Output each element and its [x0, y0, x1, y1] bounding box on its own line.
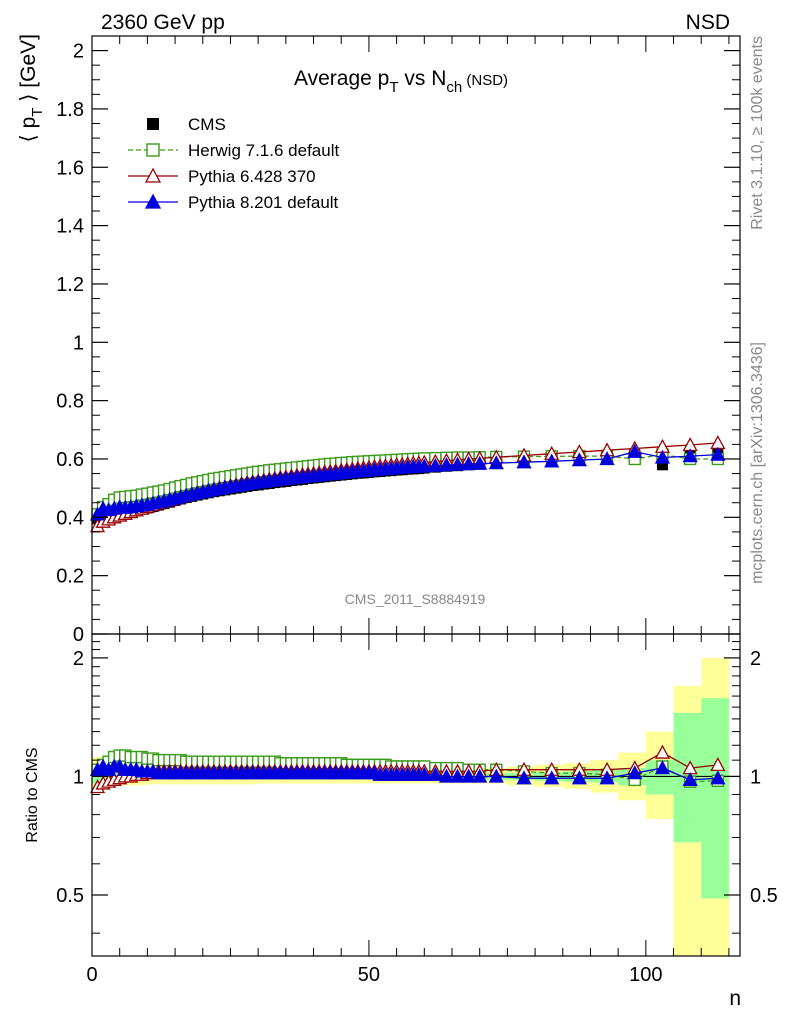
legend-label-cms: CMS: [188, 115, 226, 134]
ratio-pythia-8-201-default-point: [449, 768, 466, 783]
main-y-tick-label: 0.8: [56, 391, 84, 413]
main-y-tick-label: 1: [73, 332, 84, 354]
uncertainty-band-inner: [701, 698, 729, 899]
ratio-pythia-8-201-default-point: [516, 770, 532, 785]
ratio-x-axis: 0 50 100: [86, 634, 730, 986]
main-y-tick-label: 0.2: [56, 566, 84, 588]
ratio-plot-frame: [91, 633, 741, 957]
ratio-pythia-8-201-default-point: [571, 770, 587, 785]
process-label: NSD: [686, 11, 730, 34]
ratio-y-axis: 0.5 0.5 1 1 2 2: [56, 641, 778, 934]
ratio-pythia-8-201-default-point: [461, 768, 477, 783]
ratio-y-tick-label-right: 2: [750, 648, 761, 670]
mcplots-reference-note: mcplots.cern.ch [arXiv:1306.3436]: [749, 342, 766, 584]
ratio-pythia-8-201-default-point: [488, 768, 504, 783]
main-y-tick-label: 1.8: [56, 99, 84, 121]
ratio-pythia-6-428-370-point: [654, 744, 671, 759]
main-pythia-6-428-370-point: [710, 435, 726, 450]
plot-title: Average pT vs Nch (NSD): [294, 67, 508, 96]
y-axis-label: ⟨ pT ⟩ [GeV]: [17, 34, 46, 142]
legend-marker-pythia-8-201-default: [144, 193, 162, 209]
legend: CMS Herwig 7.1.6 default Pythia 6.428 370 P…: [128, 115, 339, 212]
main-pythia-8-201-default-point: [627, 443, 643, 458]
main-pythia-8-201-default-point: [438, 457, 455, 472]
x-tick-label: 0: [86, 964, 97, 986]
ratio-pythia-8-201-default-point: [710, 770, 726, 785]
legend-marker-pythia-6-428-370: [144, 167, 162, 183]
ratio-y-tick-label: 2: [73, 648, 84, 670]
x-axis-label: n: [729, 987, 741, 1010]
main-x-axis: [91, 36, 730, 634]
ratio-pythia-8-201-default-point: [599, 770, 615, 785]
main-pythia-8-201-default-point: [416, 458, 432, 473]
ratio-y-tick-label: 1: [73, 766, 84, 788]
analysis-id: CMS_2011_S8884919: [345, 591, 486, 607]
ratio-plot-marks: [89, 744, 726, 794]
ratio-y-tick-label-right: 0.5: [750, 885, 778, 907]
ratio-pythia-8-201-default-point: [416, 766, 432, 781]
energy-label: 2360 GeV pp: [101, 11, 225, 34]
main-pythia-8-201-default-point: [472, 455, 488, 470]
main-pythia-8-201-default-point: [449, 456, 466, 471]
ratio-y-tick-label: 0.5: [56, 885, 84, 907]
legend-marker-herwig-7-1-6-default: [146, 143, 160, 157]
ratio-pythia-8-201-default-point: [654, 760, 671, 775]
main-y-tick-label: 2: [73, 41, 84, 63]
x-tick-label: 100: [629, 964, 662, 986]
main-pythia-8-201-default-point: [599, 451, 615, 466]
ratio-plot-panel: 0.5 0.5 1 1 2 2 0 50 100 Ratio to CMS n: [24, 633, 778, 1010]
main-pythia-8-201-default-point: [544, 453, 560, 468]
uncertainty-bands: [92, 657, 729, 956]
main-y-tick-label: 0: [73, 624, 84, 646]
main-y-tick-label: 1.4: [56, 216, 84, 238]
main-y-tick-label: 0.6: [56, 449, 84, 471]
main-y-tick-label: 1.2: [56, 274, 84, 296]
main-plot-marks: [89, 435, 726, 533]
main-pythia-8-201-default-point: [654, 449, 671, 464]
main-pythia-8-201-default-point: [488, 455, 504, 470]
ratio-pythia-8-201-default-point: [682, 772, 698, 787]
main-y-axis: 0 0.2 0.4 0.6 0.8 1 1.2 1.4 1.6 1.8 2: [56, 41, 740, 646]
main-pythia-8-201-default-point: [710, 446, 726, 461]
ratio-pythia-8-201-default-point: [472, 768, 488, 783]
ratio-y-axis-label: Ratio to CMS: [24, 747, 41, 842]
main-y-tick-label: 0.4: [56, 507, 84, 529]
legend-label-pythia-6-428-370: Pythia 6.428 370: [188, 167, 316, 186]
legend-label-pythia-8-201-default: Pythia 8.201 default: [188, 193, 339, 212]
legend-label-herwig-7-1-6-default: Herwig 7.1.6 default: [188, 141, 339, 160]
ratio-y-tick-label-right: 1: [750, 766, 761, 788]
main-pythia-8-201-default-point: [427, 457, 443, 472]
main-cms-point: [656, 459, 668, 471]
main-y-tick-label: 1.6: [56, 157, 84, 179]
main-plot-panel: 0 0.2 0.4 0.6 0.8 1 1.2 1.4 1.6 1.8 2 Average pT v…: [17, 34, 741, 646]
main-pythia-8-201-default-point: [571, 452, 587, 467]
x-tick-label: 50: [358, 964, 380, 986]
rivet-version-note: Rivet 3.1.10, ≥ 100k events: [749, 36, 766, 230]
ratio-pythia-8-201-default-point: [438, 768, 455, 783]
legend-marker-cms: [147, 118, 159, 130]
ratio-pythia-8-201-default-point: [544, 770, 560, 785]
main-pythia-8-201-default-point: [461, 456, 477, 471]
main-pythia-8-201-default-point: [516, 454, 532, 469]
ratio-pythia-8-201-default-point: [627, 765, 643, 780]
ratio-pythia-8-201-default-point: [427, 766, 443, 781]
main-pythia-8-201-default-point: [682, 448, 698, 463]
